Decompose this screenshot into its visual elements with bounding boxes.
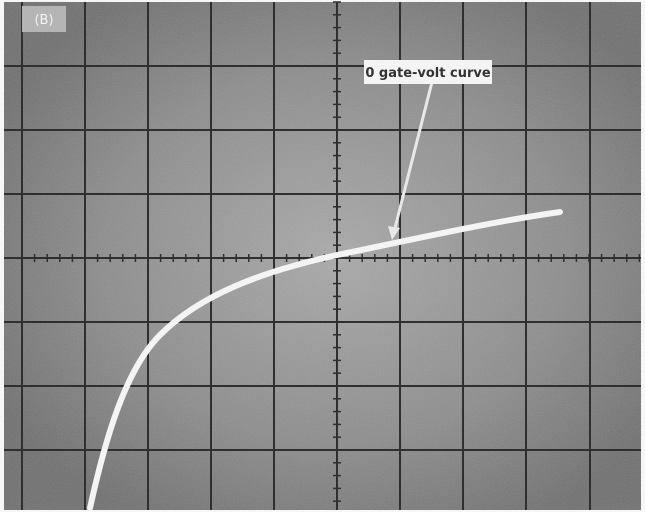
arrow-head — [388, 226, 400, 240]
trace — [87, 209, 563, 511]
annotation-box — [364, 60, 492, 84]
panel-label-box — [22, 6, 66, 32]
annotation-arrow — [392, 81, 434, 233]
annotation: 0 gate-volt curve — [365, 66, 491, 81]
panel-label: (B) — [34, 13, 53, 28]
